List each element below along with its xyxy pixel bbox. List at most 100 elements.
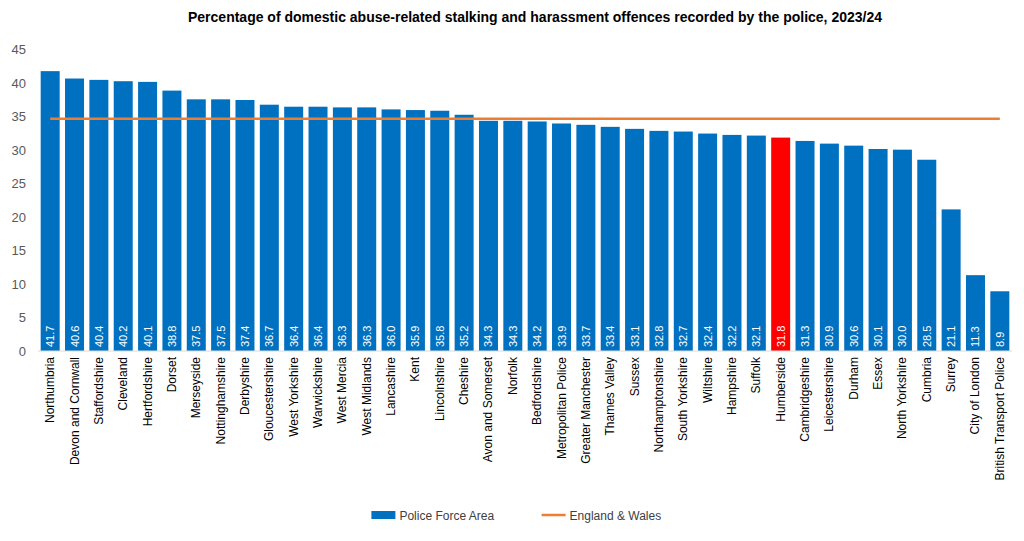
tick-mark	[35, 116, 38, 117]
x-tick-label: West Midlands	[360, 357, 374, 435]
data-label: 36.4	[288, 326, 300, 347]
data-label: 32.8	[653, 326, 665, 347]
bar	[528, 121, 547, 351]
x-axis	[38, 351, 1012, 352]
data-label: 36.7	[263, 326, 275, 347]
x-tick-label: Cumbria	[920, 357, 934, 403]
bar	[869, 149, 888, 351]
data-label: 36.4	[312, 326, 324, 347]
y-tick-label: 15	[12, 243, 26, 258]
x-tick-label: West Mercia	[335, 357, 349, 424]
x-tick-label: Cambridgeshire	[798, 357, 812, 442]
bar	[796, 141, 815, 351]
data-label: 41.7	[44, 326, 56, 347]
tick-mark	[35, 250, 38, 251]
bar	[820, 144, 839, 351]
x-tick-label: Wiltshire	[701, 357, 715, 403]
data-label: 32.4	[702, 326, 714, 347]
data-label: 36.3	[336, 326, 348, 347]
x-tick-label: Northamptonshire	[652, 357, 666, 453]
y-tick-label: 20	[12, 210, 26, 225]
x-tick-label: Merseyside	[189, 357, 203, 419]
data-label: 21.1	[945, 326, 957, 347]
data-label: 37.4	[239, 326, 251, 347]
bar	[89, 80, 108, 351]
data-label: 30.0	[896, 326, 908, 347]
bar	[333, 107, 352, 351]
x-tick-label: City of London	[968, 357, 982, 434]
x-tick-label: Hertfordshire	[141, 357, 155, 427]
tick-mark	[35, 82, 38, 83]
bar	[844, 146, 863, 351]
bar	[187, 99, 206, 351]
bar	[260, 105, 279, 351]
line	[50, 118, 1000, 121]
y-tick-label: 30	[12, 143, 26, 158]
data-label: 31.3	[799, 326, 811, 347]
legend-label: Police Force Area	[399, 509, 494, 523]
x-tick-label: South Yorkshire	[676, 357, 690, 441]
data-label: 30.1	[872, 326, 884, 347]
tick-mark	[35, 317, 38, 318]
data-label: 40.2	[117, 326, 129, 347]
bar	[966, 275, 985, 351]
bar	[917, 160, 936, 351]
x-tick-label: Nottinghamshire	[214, 357, 228, 445]
data-label: 33.7	[580, 326, 592, 347]
data-label: 35.2	[458, 326, 470, 347]
x-tick-label: British Transport Police	[993, 357, 1007, 481]
bar	[235, 100, 254, 351]
bar	[601, 127, 620, 351]
tick-mark	[35, 351, 38, 352]
bar	[479, 121, 498, 351]
y-tick-label: 45	[12, 42, 26, 57]
x-tick-label: Suffolk	[749, 356, 763, 393]
x-tick-label: Durham	[847, 357, 861, 400]
tick-mark	[35, 183, 38, 184]
data-label: 32.2	[726, 326, 738, 347]
x-tick-label: Sussex	[628, 357, 642, 396]
y-tick-label: 10	[12, 277, 26, 292]
x-tick-label: Thames Valley	[603, 357, 617, 435]
data-label: 32.7	[677, 326, 689, 347]
x-tick-label: Leicestershire	[822, 357, 836, 432]
bar	[114, 81, 133, 351]
data-label: 36.0	[385, 326, 397, 347]
data-label: 11.3	[969, 326, 981, 347]
data-label: 38.8	[166, 326, 178, 347]
data-label: 40.4	[93, 326, 105, 347]
x-tick-label: Devon and Cornwall	[68, 357, 82, 465]
bar	[625, 129, 644, 351]
y-tick-label: 35	[12, 109, 26, 124]
data-label: 37.5	[190, 326, 202, 347]
data-labels: 41.740.640.440.240.138.837.537.537.436.7…	[44, 326, 1006, 347]
plot-marks	[41, 71, 1010, 351]
data-label: 40.1	[142, 326, 154, 347]
x-tick-label: Surrey	[944, 357, 958, 392]
bar	[747, 136, 766, 351]
legend-label: England & Wales	[570, 509, 662, 523]
legend-swatch	[542, 514, 566, 517]
x-tick-label: Humberside	[774, 357, 788, 422]
title: Percentage of domestic abuse-related sta…	[188, 9, 882, 25]
tick-mark	[35, 149, 38, 150]
bar	[162, 91, 181, 351]
x-tick-label: Norfolk	[506, 356, 520, 395]
bar	[771, 138, 790, 351]
legend-swatch	[371, 511, 395, 519]
data-label: 35.8	[434, 326, 446, 347]
bar	[649, 131, 668, 351]
x-tick-label: Bedfordshire	[530, 357, 544, 425]
x-tick-label: Avon and Somerset	[481, 356, 495, 462]
bar	[430, 111, 449, 351]
bar	[309, 107, 328, 351]
data-label: 40.6	[69, 326, 81, 347]
data-label: 32.1	[750, 326, 762, 347]
x-tick-label: Hampshire	[725, 357, 739, 415]
bar	[455, 115, 474, 351]
data-label: 30.9	[823, 326, 835, 347]
bar	[576, 125, 595, 351]
data-label: 31.8	[775, 326, 787, 347]
bar	[990, 291, 1009, 351]
data-label: 36.3	[361, 326, 373, 347]
